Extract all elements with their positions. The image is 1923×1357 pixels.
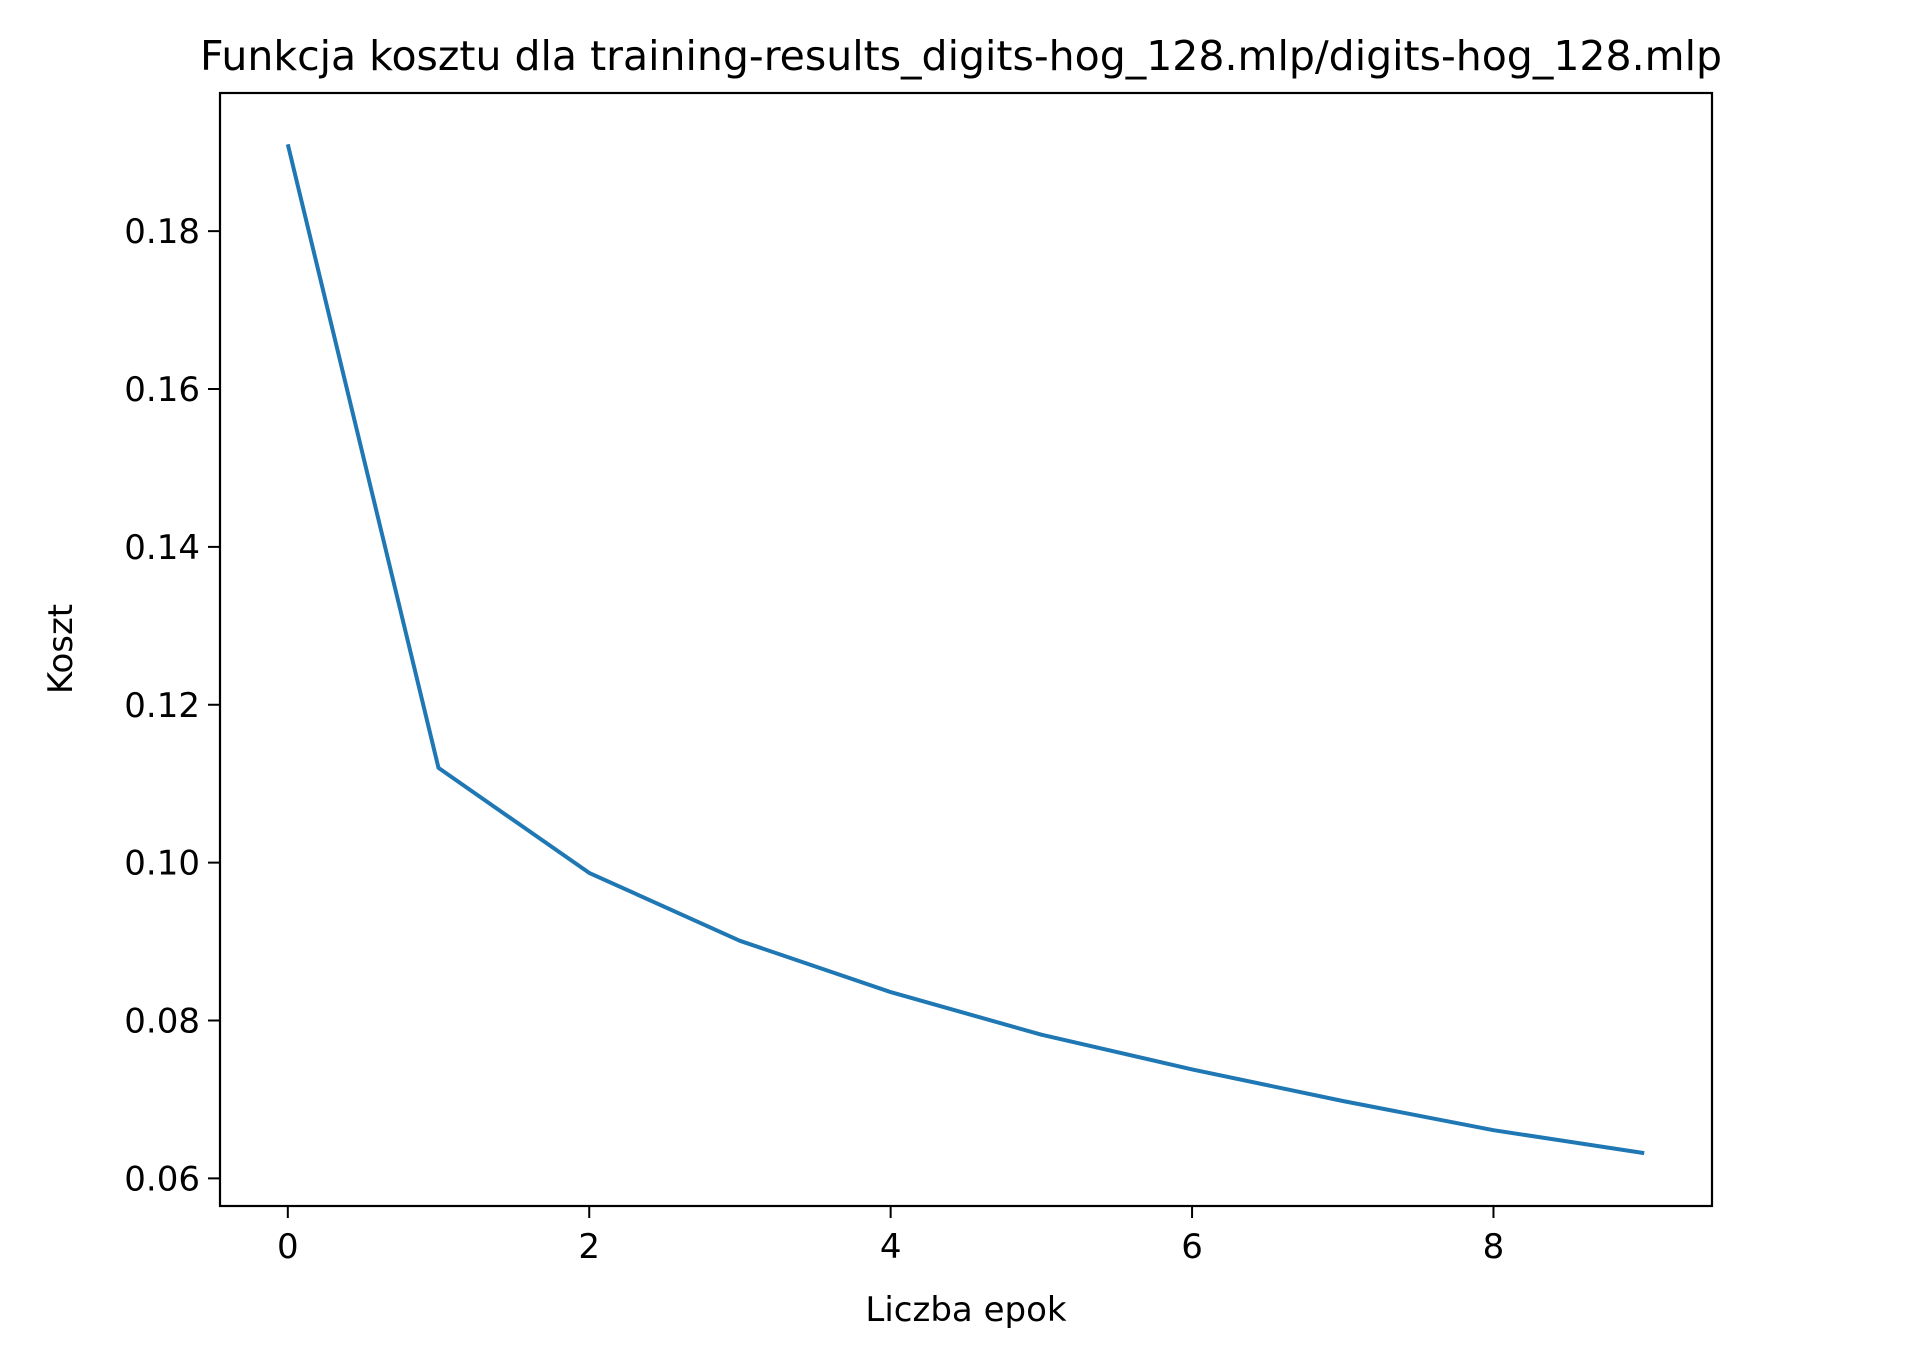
x-axis-ticks: 0 2 4 6 8 [277, 1206, 1504, 1267]
chart-title: Funkcja kosztu dla training-results_digi… [200, 32, 1722, 80]
y-tick-label: 0.08 [124, 1002, 200, 1042]
series-group [285, 143, 1645, 1156]
x-tick-label: 8 [1483, 1227, 1505, 1267]
cost-series-line [285, 143, 1645, 1156]
x-tick-label: 2 [578, 1227, 600, 1267]
x-tick-label: 6 [1181, 1227, 1203, 1267]
y-tick-label: 0.14 [124, 528, 200, 568]
x-tick-label: 4 [880, 1227, 902, 1267]
y-tick-label: 0.16 [124, 370, 200, 410]
y-tick-label: 0.06 [124, 1159, 200, 1199]
y-tick-label: 0.10 [124, 844, 200, 884]
y-tick-label: 0.12 [124, 686, 200, 726]
y-axis-ticks: 0.06 0.08 0.10 0.12 0.14 0.16 0.18 [124, 212, 220, 1199]
y-axis-label: Koszt [41, 604, 81, 694]
x-tick-label: 0 [277, 1227, 299, 1267]
y-tick-label: 0.18 [124, 212, 200, 252]
plot-frame [218, 91, 1714, 1208]
x-axis-label: Liczba epok [865, 1290, 1066, 1330]
